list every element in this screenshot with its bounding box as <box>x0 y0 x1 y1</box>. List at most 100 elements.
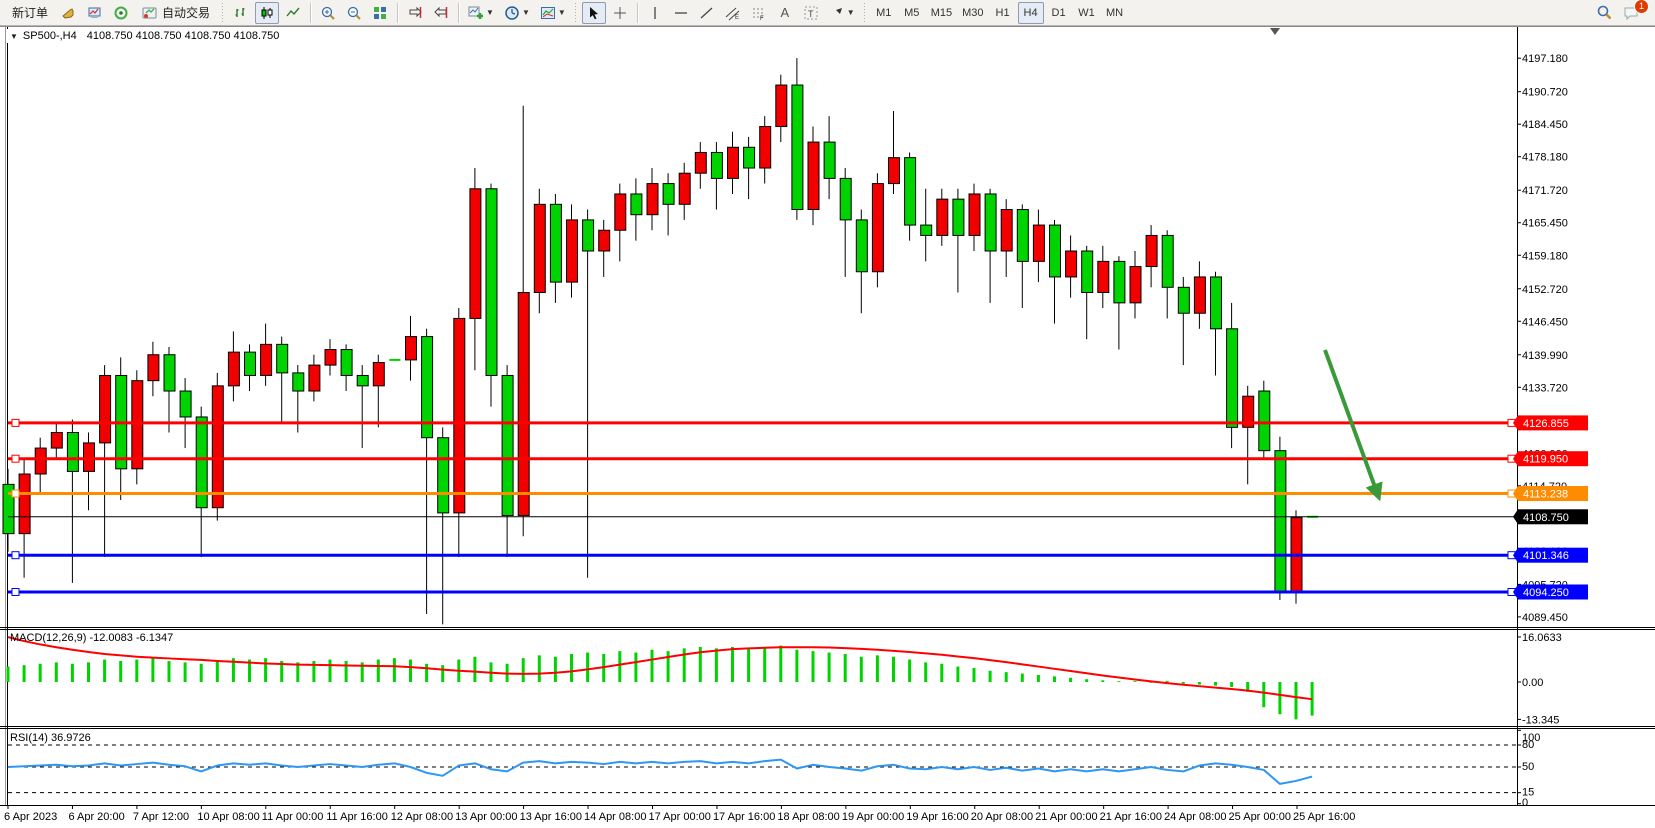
candle <box>807 126 820 226</box>
price-tag-4126.855: 4126.855 <box>1513 415 1588 431</box>
templates-button[interactable]: ▼ <box>536 2 570 24</box>
price-axis-label: 4178.180 <box>1522 152 1568 164</box>
toolbar: 新订单 自动交易 <box>0 0 1655 26</box>
price-hline-4094.250[interactable] <box>8 587 1517 596</box>
bar-chart-mode-button[interactable] <box>229 2 253 24</box>
toolbar-separator <box>458 2 460 23</box>
periods-button[interactable]: ▼ <box>500 2 534 24</box>
price-axis-label: 4146.450 <box>1522 316 1568 328</box>
candle <box>1145 225 1158 288</box>
hline-handle[interactable] <box>11 489 20 498</box>
arrows-dropdown-caret[interactable]: ▼ <box>846 8 855 17</box>
trend-arrow-annotation[interactable] <box>1323 349 1383 502</box>
timeframe-button-w1[interactable]: W1 <box>1078 6 1095 19</box>
signals-icon[interactable] <box>109 2 133 24</box>
candle <box>1258 380 1271 459</box>
candle <box>630 178 643 241</box>
toolbar-separator <box>310 2 312 23</box>
timeframe-button-m15[interactable]: M15 <box>930 6 953 19</box>
candle <box>566 204 578 298</box>
chart-shift-marker <box>1270 28 1280 35</box>
price-hline-4113.238[interactable] <box>8 489 1517 498</box>
horizontal-line-tool-button[interactable] <box>669 2 693 24</box>
hline-handle[interactable] <box>11 418 20 427</box>
arrows-tool-button[interactable]: ▼ <box>825 2 859 24</box>
toolbar-grip[interactable] <box>862 2 867 23</box>
time-axis-label: 10 Apr 08:00 <box>197 811 259 822</box>
candle <box>727 131 739 194</box>
timeframe-button-d1[interactable]: D1 <box>1051 6 1066 19</box>
hline-handle[interactable] <box>11 587 20 596</box>
timeframe-button-mn[interactable]: MN <box>1105 6 1124 19</box>
timeframe-button-h4[interactable]: H4 <box>1017 1 1044 24</box>
vertical-line-tool-button[interactable] <box>643 2 667 24</box>
chart-shift-button[interactable] <box>429 2 453 24</box>
hline-handle[interactable] <box>11 454 20 463</box>
timeframe-button-m30[interactable]: M30 <box>962 6 984 19</box>
candle <box>743 136 756 200</box>
candle <box>1113 256 1126 350</box>
macd-label: MACD(12,26,9) -12.0083 -6.1347 <box>10 632 173 644</box>
channel-tool-letter: E <box>735 15 739 21</box>
label-tool-button[interactable]: T <box>799 2 823 24</box>
candlestick-mode-button[interactable] <box>255 1 280 24</box>
collapse-triangle-icon[interactable]: ▼ <box>10 31 18 41</box>
cursor-tool-button[interactable] <box>581 1 606 24</box>
price-tag-4119.950: 4119.950 <box>1513 451 1588 467</box>
candle <box>952 188 965 293</box>
candle <box>1049 219 1061 324</box>
macd-pane[interactable]: MACD(12,26,9) -12.0083 -6.1347 16.0633 0.0… <box>6 632 1562 726</box>
time-axis-label: 25 Apr 16:00 <box>1293 811 1355 822</box>
periods-dropdown-caret[interactable]: ▼ <box>521 8 530 17</box>
fibonacci-tool-button[interactable]: F <box>747 2 771 24</box>
timeframe-button-m5[interactable]: M5 <box>904 6 920 19</box>
candle <box>292 365 305 433</box>
new-order-button[interactable]: 新订单 <box>12 6 49 20</box>
macd-axis-label: 0.00 <box>1522 677 1543 689</box>
add-indicator-button[interactable]: ▼ <box>464 2 498 24</box>
candle <box>18 458 31 578</box>
candle <box>1177 276 1190 366</box>
macd-axis-label: 16.0633 <box>1522 632 1562 644</box>
time-axis[interactable]: 6 Apr 2023 6 Apr 20:00 7 Apr 12:00 10 Apr 0… <box>4 805 1355 822</box>
chart-canvas[interactable]: 4197.180 4190.720 4184.450 4178.180 4171.720… <box>0 26 1655 822</box>
zoom-in-button[interactable] <box>316 2 340 24</box>
candle <box>1081 245 1094 340</box>
timeframe-button-h1[interactable]: H1 <box>995 6 1010 19</box>
candle <box>517 105 530 537</box>
price-hline-4101.346[interactable] <box>8 551 1517 560</box>
crosshair-tool-button[interactable] <box>608 2 632 24</box>
zoom-out-button[interactable] <box>342 2 366 24</box>
auto-scroll-button[interactable] <box>403 2 427 24</box>
toolbar-grip[interactable] <box>221 2 226 23</box>
tile-windows-button[interactable] <box>368 2 392 24</box>
search-icon[interactable] <box>1592 2 1617 24</box>
svg-text:4119.950: 4119.950 <box>1523 454 1568 466</box>
hline-objects: 4126.855 4119.950 4113.238 4108.750 4101.346… <box>8 415 1588 600</box>
add-indicator-dropdown-caret[interactable]: ▼ <box>486 8 494 17</box>
time-axis-label: 17 Apr 16:00 <box>713 811 775 822</box>
terminal-window-icon[interactable] <box>83 2 107 24</box>
hline-handle[interactable] <box>11 551 20 560</box>
time-axis-label: 12 Apr 08:00 <box>391 811 453 822</box>
toolbar-grip[interactable] <box>573 2 578 23</box>
autotrading-button[interactable]: 自动交易 <box>135 2 217 24</box>
text-tool-button[interactable]: A <box>780 5 790 20</box>
svg-text:4094.250: 4094.250 <box>1523 587 1569 599</box>
chart-window[interactable]: ▼ SP500-,H4 4108.750 4108.750 4108.750 4… <box>0 26 1655 822</box>
candle <box>598 219 611 277</box>
trendline-tool-button[interactable] <box>695 2 719 24</box>
templates-dropdown-caret[interactable]: ▼ <box>557 8 566 17</box>
candle <box>1274 436 1287 601</box>
candle <box>775 74 788 143</box>
timeframe-button-m1[interactable]: M1 <box>876 6 892 19</box>
marketwatch-horn-icon[interactable] <box>57 2 81 24</box>
time-axis-label: 19 Apr 00:00 <box>842 811 904 822</box>
line-chart-mode-button[interactable] <box>281 2 305 24</box>
notification-badge: 1 <box>1634 0 1649 14</box>
candle <box>421 328 434 615</box>
notifications-chat-icon[interactable]: 1 <box>1619 0 1649 24</box>
candle <box>131 370 144 485</box>
channel-tool-button[interactable]: E <box>721 2 745 24</box>
